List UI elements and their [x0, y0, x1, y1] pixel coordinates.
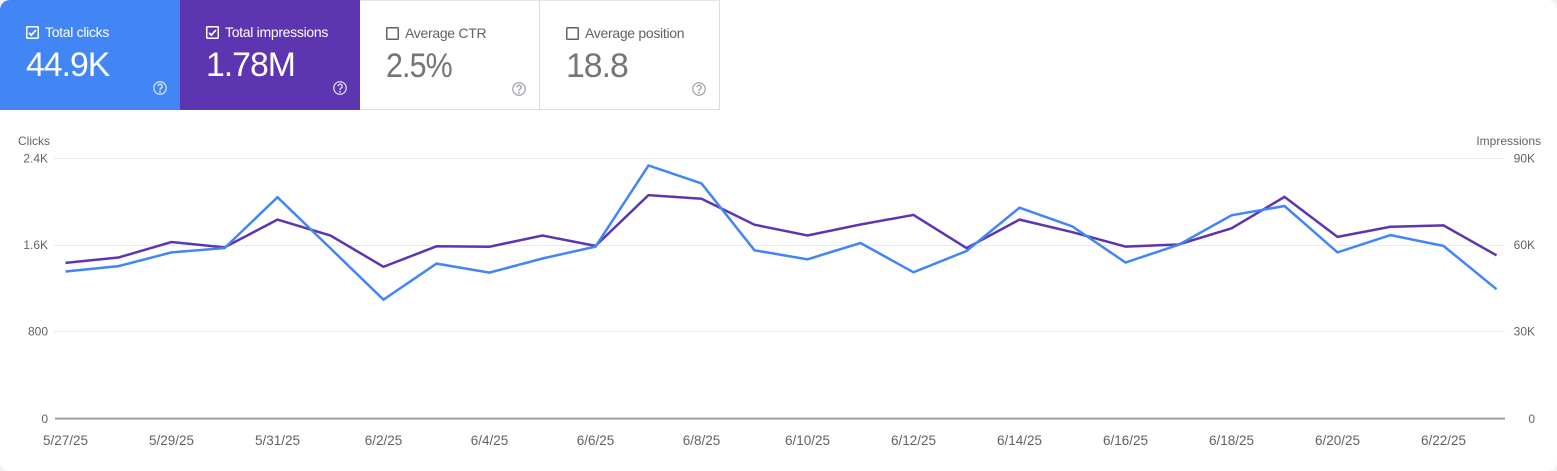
svg-text:5/27/25: 5/27/25 [43, 433, 88, 448]
svg-text:0: 0 [1528, 412, 1535, 426]
svg-text:6/8/25: 6/8/25 [683, 433, 721, 448]
svg-text:Clicks: Clicks [18, 134, 50, 148]
svg-text:5/31/25: 5/31/25 [255, 433, 300, 448]
svg-text:Impressions: Impressions [1476, 134, 1541, 148]
svg-text:2.4K: 2.4K [23, 152, 48, 166]
svg-text:6/2/25: 6/2/25 [365, 433, 403, 448]
svg-text:1.6K: 1.6K [23, 238, 48, 252]
svg-text:30K: 30K [1514, 325, 1535, 339]
svg-text:800: 800 [28, 325, 48, 339]
svg-text:5/29/25: 5/29/25 [149, 433, 194, 448]
svg-text:6/18/25: 6/18/25 [1209, 433, 1254, 448]
svg-text:60K: 60K [1514, 238, 1535, 252]
svg-text:6/14/25: 6/14/25 [997, 433, 1042, 448]
svg-text:6/10/25: 6/10/25 [785, 433, 830, 448]
svg-text:6/6/25: 6/6/25 [577, 433, 615, 448]
svg-text:90K: 90K [1514, 152, 1535, 166]
svg-text:6/4/25: 6/4/25 [471, 433, 509, 448]
svg-text:6/12/25: 6/12/25 [891, 433, 936, 448]
svg-text:0: 0 [41, 412, 48, 426]
svg-text:6/16/25: 6/16/25 [1103, 433, 1148, 448]
svg-text:6/22/25: 6/22/25 [1421, 433, 1466, 448]
svg-text:6/20/25: 6/20/25 [1315, 433, 1360, 448]
